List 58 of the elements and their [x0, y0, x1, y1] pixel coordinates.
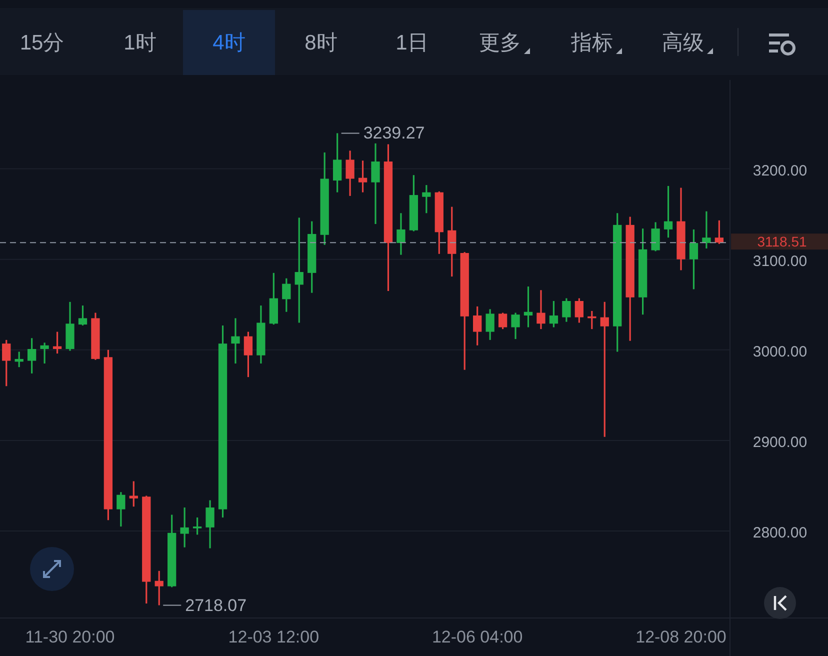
candlestick — [448, 206, 456, 278]
y-tick-label: 3200.00 — [752, 162, 808, 180]
candlestick — [294, 216, 304, 324]
x-tick-label: 12-08 20:00 — [636, 628, 726, 646]
candlestick — [486, 308, 494, 341]
text: 高级 — [662, 32, 704, 54]
candlestick — [14, 350, 24, 368]
y-tick-label: 3000.00 — [752, 343, 808, 360]
candlestick — [714, 220, 724, 245]
candlestick — [651, 221, 660, 252]
text: 更多 — [479, 32, 521, 54]
candlestick — [129, 480, 138, 508]
candlestick — [511, 312, 520, 340]
text: 1时 — [124, 32, 156, 54]
candlestick — [358, 160, 368, 194]
y-tick-label: 3100.00 — [752, 252, 808, 270]
y-tick-label: 2800.00 — [752, 524, 808, 542]
candlestick — [371, 142, 380, 225]
candlestick — [702, 210, 711, 250]
text: 15分 — [20, 32, 64, 54]
candlestick — [600, 301, 609, 438]
candlestick — [27, 337, 36, 374]
candlestick — [396, 212, 406, 256]
candlestick — [154, 570, 164, 606]
text: 4时 — [212, 32, 246, 54]
candlestick — [2, 339, 11, 387]
candlestick — [346, 150, 354, 197]
candlestick — [192, 516, 202, 536]
candlestick — [231, 317, 240, 364]
x-tick-label: 12-03 12:00 — [228, 628, 320, 646]
y-tick-label: 2900.00 — [752, 434, 808, 451]
candlestick — [332, 132, 342, 194]
x-tick-label: 12-06 04:00 — [432, 628, 523, 646]
candlestick — [574, 297, 584, 324]
candlestick — [180, 506, 189, 548]
candlestick — [282, 278, 291, 313]
text: 1日 — [396, 32, 428, 54]
ref-line-label: 3118.51 — [757, 234, 807, 250]
candlestick — [549, 300, 558, 328]
candlestick — [78, 304, 88, 326]
candlestick — [52, 330, 62, 354]
candlestick — [664, 185, 673, 238]
text: 8时 — [304, 32, 338, 54]
x-tick-label: 11-30 20:00 — [25, 628, 115, 646]
candlestick — [116, 491, 126, 528]
candlestick — [536, 289, 546, 330]
candlestick — [689, 228, 698, 290]
candlestick — [498, 312, 508, 330]
text: 指标 — [570, 32, 613, 54]
candlestick — [473, 306, 482, 346]
candlestick — [524, 286, 533, 328]
annotation: 2718.07 — [185, 596, 247, 615]
candlestick — [206, 499, 214, 550]
candlestick — [244, 330, 253, 378]
candlestick — [422, 184, 431, 214]
candlestick — [40, 342, 49, 364]
candlestick — [562, 297, 571, 323]
annotation: 3239.27 — [363, 124, 425, 143]
